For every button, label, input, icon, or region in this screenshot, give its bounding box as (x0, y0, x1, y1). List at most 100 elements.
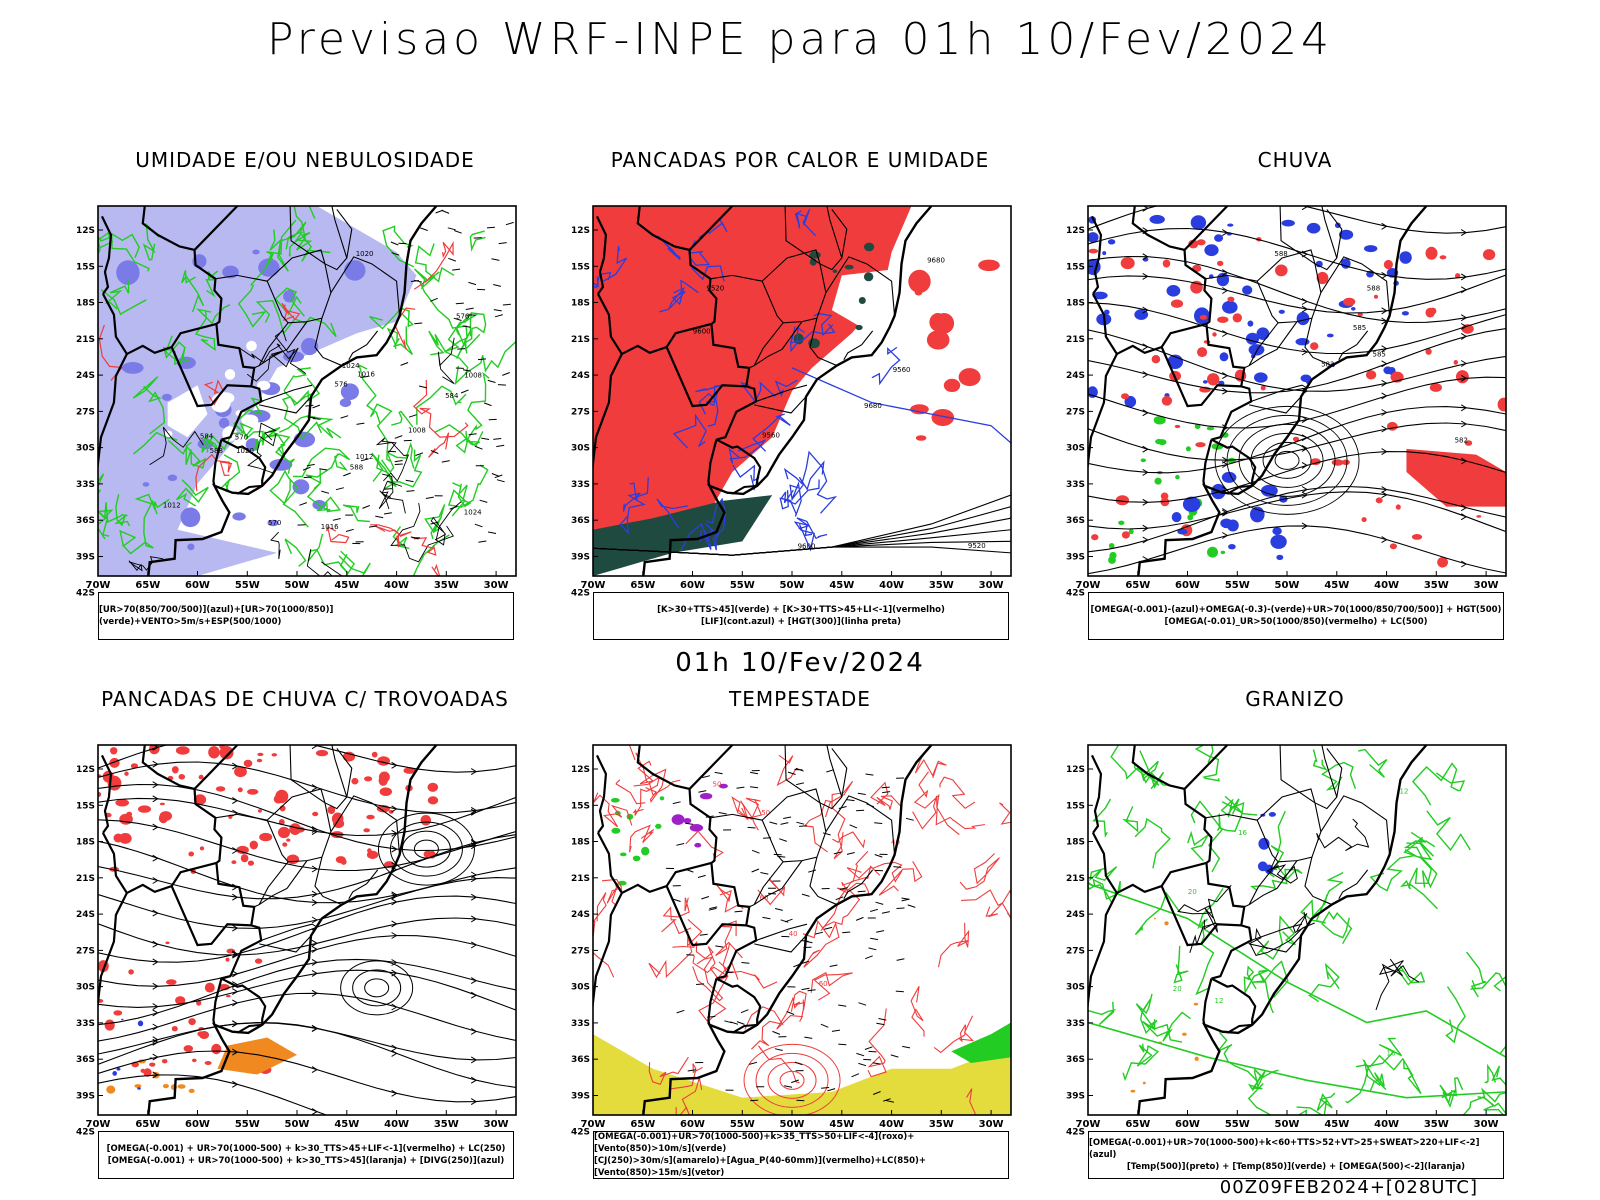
lat-tick-label: 36S (1066, 1055, 1085, 1065)
wind-arrow (391, 932, 398, 939)
thunderstorm-area (237, 787, 243, 793)
thunderstorm-area (104, 1019, 115, 1031)
lat-tick-label: 33S (1066, 480, 1085, 490)
map-plot: 58558558858858258212S15S18S21S24S27S30S3… (1066, 205, 1507, 599)
lifted-index-contour (783, 450, 838, 514)
wind-vector (876, 930, 885, 933)
lat-tick-label: 42S (76, 1128, 95, 1138)
wind-vector (340, 415, 349, 419)
thickness-contour (326, 524, 350, 544)
wind-vector (494, 474, 503, 479)
wind-arrow (391, 959, 398, 966)
omega-area-red (1389, 543, 1397, 550)
streamline (98, 958, 516, 1026)
streamline-circulation (377, 812, 475, 886)
state-border (753, 860, 803, 906)
state-border (348, 869, 379, 900)
contour-label: 570 (235, 434, 248, 442)
wind-arrow (391, 1049, 398, 1057)
thickness-contour (370, 524, 412, 548)
wind-850-area (610, 798, 620, 803)
lifted-index-contour (695, 384, 723, 407)
thunderstorm-area (140, 1068, 146, 1073)
wind-vector (801, 960, 810, 965)
lon-tick-label: 45W (829, 1119, 854, 1130)
humidity-core (142, 482, 150, 487)
wind-arrow (311, 899, 318, 907)
lat-tick-label: 39S (571, 553, 590, 563)
lat-tick-label: 30S (76, 983, 95, 993)
precipitable-water-contour (822, 882, 870, 928)
wind-arrow (1301, 444, 1308, 452)
precipitable-water-contour (910, 986, 925, 1037)
state-border (784, 206, 848, 271)
lon-tick-label: 70W (86, 1119, 111, 1130)
panel-title: UMIDADE E/OU NEBULOSIDADE (135, 148, 475, 172)
contour-label: 1024 (464, 508, 482, 516)
omega-area-blue (1166, 285, 1181, 297)
lat-tick-label: 21S (1066, 874, 1085, 884)
temp-850-contour (1358, 748, 1388, 778)
lat-tick-label: 18S (1066, 299, 1085, 309)
temp-850-contour (1134, 891, 1182, 936)
country-border (688, 206, 734, 251)
wind-arrow (470, 941, 478, 949)
omega-area-blue (1107, 239, 1116, 245)
country-border (715, 438, 762, 486)
omega-area-blue (1202, 380, 1208, 384)
humidity-contour-low (307, 533, 349, 574)
wind-vector (435, 209, 444, 214)
pressure-isobar (128, 556, 164, 572)
wind-vector (858, 1002, 867, 1006)
temp-850-contour (1355, 1054, 1422, 1095)
convection-area-orange (177, 1084, 186, 1089)
wind-vector (676, 1009, 685, 1014)
contour-label: 585 (1353, 324, 1366, 332)
severe-storm-area (689, 824, 704, 832)
precipitable-water-contour (758, 1045, 800, 1084)
lat-tick-label: 33S (571, 480, 590, 490)
lon-tick-label: 65W (630, 1119, 655, 1130)
wind-vector (839, 887, 848, 890)
wind-vector (826, 769, 835, 773)
thunderstorm-area (427, 796, 439, 805)
wind-vector (846, 852, 855, 855)
wind-arrow (1301, 416, 1308, 424)
convection-area-orange (134, 1084, 142, 1088)
thickness-contour (281, 302, 301, 322)
thunderstorm-area (171, 1026, 178, 1032)
wind-vector (774, 1048, 783, 1051)
contour-label: 1012 (163, 502, 181, 510)
omega-area-red (1341, 459, 1350, 466)
wind-arrow (232, 988, 239, 996)
wind-vector (796, 1099, 805, 1102)
wind-arrow (1301, 486, 1308, 493)
omega-area-blue (1149, 214, 1165, 224)
lon-tick-label: 60W (1175, 580, 1200, 591)
precipitable-water-contour (912, 771, 940, 830)
humidity-core (292, 479, 310, 495)
omega-area-red (1121, 393, 1129, 400)
wind-vector (709, 906, 718, 910)
thunderstorm-area (143, 1068, 152, 1077)
humidity-contour-low (381, 441, 415, 474)
precipitable-water-contour (937, 922, 970, 968)
streamline (1088, 406, 1506, 474)
wind-arrow (232, 1020, 239, 1028)
wind-arrow (311, 989, 318, 997)
panel-title: CHUVA (1257, 148, 1333, 172)
humidity-contour-low (465, 371, 490, 443)
temp-850-contour (1345, 1037, 1403, 1104)
state-border (1251, 384, 1303, 402)
omega-area-red (1217, 260, 1224, 267)
pressure-isobar (149, 426, 204, 466)
state-border (1304, 857, 1333, 906)
state-border (826, 745, 843, 798)
thunderstorm-area (196, 1000, 202, 1006)
country-border (665, 885, 747, 947)
contour-label: 588 (1367, 284, 1380, 292)
lat-tick-label: 21S (76, 335, 95, 345)
wind-vector (441, 460, 450, 463)
clear-area (241, 414, 259, 426)
